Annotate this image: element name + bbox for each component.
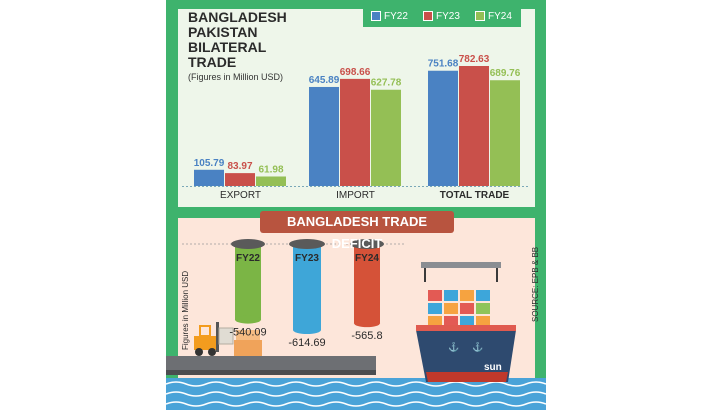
deficit-bar-fy23 bbox=[293, 244, 321, 330]
deficit-bar-bottom-fy24 bbox=[354, 319, 380, 328]
anchor-icon-1: ⚓ bbox=[448, 341, 459, 352]
crane-beam bbox=[421, 262, 501, 268]
title-line-4: TRADE bbox=[188, 54, 237, 70]
anchor-icon-2: ⚓ bbox=[472, 341, 483, 352]
legend-swatch-fy22 bbox=[371, 11, 381, 21]
port-illustration: ⚓ ⚓ sun bbox=[166, 262, 546, 410]
legend-item-fy23: FY23 bbox=[423, 11, 460, 22]
deficit-chart-title: BANGLADESH TRADE DEFICIT bbox=[260, 211, 454, 251]
deficit-value-fy22: -540.09 bbox=[229, 327, 266, 339]
data-label-import-fy24: 627.78 bbox=[371, 78, 402, 89]
legend-swatch-fy24 bbox=[475, 11, 485, 21]
source-note: SOURCE: EPB & BB bbox=[531, 246, 540, 322]
wave-line-2 bbox=[166, 391, 546, 397]
forklift-wheel-1 bbox=[195, 348, 203, 356]
crane-mast-1 bbox=[424, 262, 426, 282]
title-line-2: PAKISTAN bbox=[188, 24, 258, 40]
deficit-bar-bottom-fy23 bbox=[293, 326, 321, 334]
bar-import-fy24 bbox=[371, 89, 401, 186]
category-label-import: IMPORT bbox=[336, 190, 375, 201]
container-6 bbox=[444, 303, 458, 314]
container-3 bbox=[460, 290, 474, 301]
cargo-pallet-2 bbox=[236, 330, 260, 340]
bar-export-fy23 bbox=[225, 173, 255, 186]
legend-item-fy24: FY24 bbox=[475, 11, 512, 22]
wave-line-1 bbox=[166, 381, 546, 387]
container-9 bbox=[428, 316, 442, 327]
container-8 bbox=[476, 303, 490, 314]
data-label-export-fy24: 61.98 bbox=[258, 164, 283, 175]
cargo-pallet-1 bbox=[234, 340, 262, 356]
data-label-export-fy22: 105.79 bbox=[194, 158, 225, 169]
forklift-mast bbox=[216, 322, 219, 352]
dock-edge bbox=[166, 370, 376, 375]
data-label-total-trade-fy23: 782.63 bbox=[459, 54, 490, 65]
data-label-export-fy23: 83.97 bbox=[227, 161, 252, 172]
legend-swatch-fy23 bbox=[423, 11, 433, 21]
legend-item-fy22: FY22 bbox=[371, 11, 408, 22]
container-11 bbox=[460, 316, 474, 327]
data-label-import-fy22: 645.89 bbox=[309, 75, 340, 86]
container-5 bbox=[428, 303, 442, 314]
forklift-wheel-2 bbox=[208, 348, 216, 356]
deficit-category-fy22: FY22 bbox=[236, 253, 260, 264]
container-2 bbox=[444, 290, 458, 301]
deficit-y-axis-label: Figures in Million USD bbox=[181, 271, 190, 350]
container-10 bbox=[444, 316, 458, 327]
data-label-total-trade-fy22: 751.68 bbox=[428, 59, 459, 70]
legend-label-fy24: FY24 bbox=[488, 11, 512, 22]
data-label-import-fy23: 698.66 bbox=[340, 67, 371, 78]
data-label-total-trade-fy24: 689.76 bbox=[490, 68, 521, 79]
deficit-bar-cap-fy23 bbox=[289, 239, 325, 249]
container-1 bbox=[428, 290, 442, 301]
deficit-category-fy23: FY23 bbox=[295, 253, 319, 264]
chart-title: BANGLADESH PAKISTAN BILATERAL TRADE bbox=[188, 10, 287, 70]
category-label-total-trade: TOTAL TRADE bbox=[440, 190, 510, 201]
bar-total-trade-fy24 bbox=[490, 80, 520, 186]
container-7 bbox=[460, 303, 474, 314]
wave-line-3 bbox=[166, 401, 546, 407]
deficit-value-fy23: -614.69 bbox=[288, 337, 325, 349]
dock bbox=[166, 356, 376, 370]
category-label-export: EXPORT bbox=[220, 190, 261, 201]
deficit-value-fy24: -565.8 bbox=[351, 330, 382, 342]
title-line-3: BILATERAL bbox=[188, 39, 267, 55]
legend-label-fy22: FY22 bbox=[384, 11, 408, 22]
infographic-frame: BANGLADESH PAKISTAN BILATERAL TRADE (Fig… bbox=[166, 0, 546, 410]
chart-subtitle: (Figures in Million USD) bbox=[188, 72, 284, 82]
bar-import-fy22 bbox=[309, 86, 339, 186]
crane-mast-2 bbox=[496, 262, 498, 282]
ship-hull bbox=[416, 330, 516, 382]
deficit-bar-bottom-fy22 bbox=[235, 315, 261, 324]
title-line-1: BANGLADESH bbox=[188, 9, 287, 25]
deficit-bar-cap-fy22 bbox=[231, 239, 265, 249]
deficit-bar-fy24 bbox=[354, 244, 380, 324]
bar-import-fy23 bbox=[340, 78, 370, 186]
deficit-bar-cap-fy24 bbox=[350, 239, 384, 249]
forklift-cabin bbox=[199, 325, 211, 337]
deficit-category-fy24: FY24 bbox=[355, 253, 379, 264]
chart-canvas: 105.79 83.97 61.98 EXPORT 645.89698.66627.78… bbox=[181, 54, 528, 350]
container-12 bbox=[476, 316, 490, 327]
ship-name: sun bbox=[484, 362, 502, 373]
container-4 bbox=[476, 290, 490, 301]
bar-export-fy22 bbox=[194, 169, 224, 186]
forklift-body bbox=[194, 336, 216, 350]
bar-export-fy24 bbox=[256, 176, 286, 186]
bar-total-trade-fy22 bbox=[428, 70, 458, 186]
bar-total-trade-fy23 bbox=[459, 66, 489, 186]
deficit-bar-fy22 bbox=[235, 244, 261, 320]
ship-deck bbox=[416, 325, 516, 331]
legend: FY22 FY23 FY24 bbox=[363, 5, 521, 27]
ship-waterline bbox=[426, 372, 508, 382]
legend-label-fy23: FY23 bbox=[436, 11, 460, 22]
forklift-crate bbox=[218, 327, 234, 345]
